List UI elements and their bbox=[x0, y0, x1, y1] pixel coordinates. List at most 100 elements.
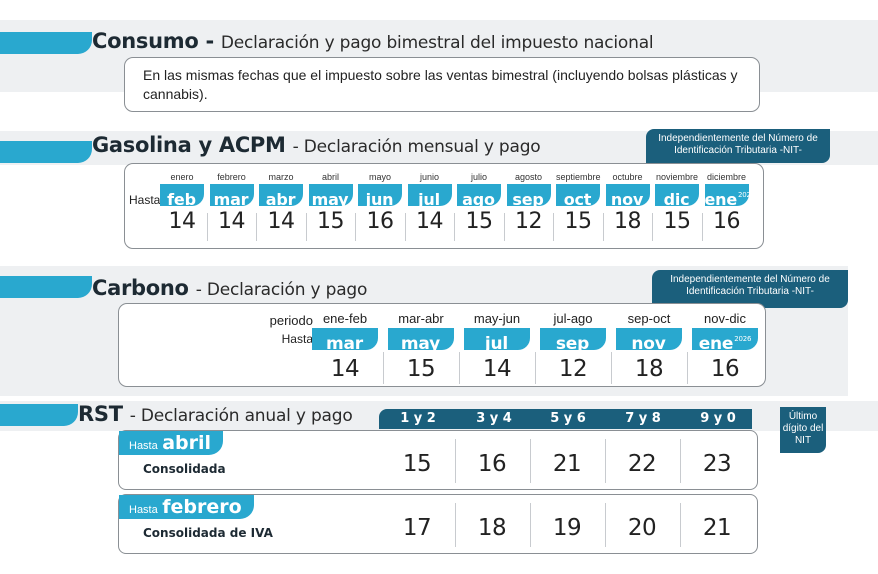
gasolina-column-divider bbox=[553, 213, 554, 241]
gasolina-column-divider bbox=[256, 213, 257, 241]
carbono-column-divider bbox=[459, 352, 460, 384]
gasolina-period-name: abril bbox=[321, 172, 339, 182]
gasolina-due-month: may bbox=[311, 190, 349, 209]
gasolina-month-6: julio ago 15 bbox=[457, 170, 501, 235]
carbono-due-month-badge: sep bbox=[540, 328, 606, 354]
gasolina-month-7: agosto sep 12 bbox=[506, 170, 551, 235]
gasolina-month-3: abril may 15 bbox=[308, 170, 353, 235]
carbono-due-month: ene bbox=[698, 334, 734, 354]
gasolina-subtitle: - Declaración mensual y pago bbox=[292, 137, 541, 157]
carbono-period-name: jul-ago bbox=[553, 311, 593, 326]
rst-digit-header: 1 y 2 3 y 4 5 y 6 7 y 8 9 y 0 bbox=[379, 409, 752, 429]
gasolina-column-divider bbox=[206, 213, 208, 241]
consumo-accent-bar bbox=[0, 32, 92, 54]
carbono-due-month: may bbox=[400, 334, 441, 354]
gasolina-period-name: enero bbox=[170, 172, 194, 182]
carbono-due-day: 12 bbox=[558, 356, 588, 382]
gasolina-hasta-label: Hasta bbox=[129, 193, 161, 207]
carbono-column-divider bbox=[611, 352, 612, 384]
gasolina-nit-note: Independientemente del Número de Identif… bbox=[646, 129, 830, 163]
gasolina-month-10: noviembre dic 15 bbox=[655, 170, 699, 235]
gasolina-period-name: febrero bbox=[217, 172, 246, 182]
rst-row-2-divider bbox=[680, 503, 681, 547]
gasolina-column-divider bbox=[404, 213, 406, 241]
carbono-due-month: mar bbox=[326, 334, 363, 354]
gasolina-period-name: agosto bbox=[514, 172, 543, 182]
gasolina-due-month-badge: feb bbox=[160, 184, 204, 209]
gasolina-due-day: 16 bbox=[713, 209, 741, 234]
gasolina-column-divider bbox=[602, 213, 604, 241]
carbono-period-name: may-jun bbox=[473, 311, 521, 326]
rst-row-2-divider bbox=[605, 503, 606, 547]
rst-heading: RST - Declaración anual y pago bbox=[78, 402, 353, 426]
rst-row-2-divider bbox=[455, 503, 456, 547]
carbono-due-year: 2026 bbox=[734, 335, 752, 343]
rst-row-consolidada-iva: Hasta febrero Consolidada de IVA 17 18 1… bbox=[118, 494, 758, 554]
gasolina-column-divider bbox=[454, 213, 455, 241]
carbono-period-name: ene-feb bbox=[322, 311, 368, 326]
carbono-column-divider bbox=[535, 352, 536, 384]
rst-row-1-divider bbox=[680, 439, 681, 483]
gasolina-month-4: mayo jun 16 bbox=[358, 170, 402, 235]
gasolina-due-day: 14 bbox=[416, 209, 444, 234]
gasolina-due-month: dic bbox=[663, 190, 690, 209]
gasolina-due-month: jul bbox=[418, 190, 440, 209]
gasolina-column-divider bbox=[701, 213, 703, 241]
carbono-column-divider bbox=[687, 352, 688, 384]
gasolina-period-name: mayo bbox=[368, 172, 391, 182]
gasolina-due-day: 15 bbox=[564, 209, 593, 234]
consumo-subtitle: Declaración y pago bimestral del impuest… bbox=[220, 33, 654, 53]
gasolina-due-month: ene bbox=[704, 190, 738, 209]
carbono-nit-note: Independientemente del Número de Identif… bbox=[652, 270, 848, 308]
gasolina-due-day: 14 bbox=[267, 209, 296, 234]
gasolina-column-divider bbox=[355, 213, 356, 241]
rst-digit-7-8: 7 y 8 bbox=[625, 411, 661, 426]
gasolina-period-name: noviembre bbox=[655, 172, 699, 182]
gasolina-due-day: 15 bbox=[663, 209, 692, 234]
gasolina-due-month-badge: jun bbox=[358, 184, 402, 209]
gasolina-due-month-badge: oct bbox=[556, 184, 600, 209]
gasolina-period-name: julio bbox=[470, 172, 487, 182]
carbono-period-2: may-jun jul 14 bbox=[464, 310, 530, 382]
gasolina-due-month-badge: may bbox=[308, 184, 353, 209]
gasolina-due-month: feb bbox=[167, 190, 196, 209]
carbono-period-name: nov-dic bbox=[704, 311, 746, 326]
gasolina-due-month-badge: ago bbox=[457, 184, 501, 209]
gasolina-month-9: octubre nov 18 bbox=[605, 170, 650, 235]
rst-digit-1-2: 1 y 2 bbox=[400, 411, 436, 426]
rst-row-1-value: 16 bbox=[477, 451, 507, 477]
carbono-due-month-badge: ene2026 bbox=[692, 328, 758, 354]
rst-title: RST bbox=[78, 402, 123, 426]
carbono-due-day: 15 bbox=[406, 356, 436, 382]
rst-row-2-deadline-tag: Hasta febrero bbox=[119, 495, 254, 519]
carbono-due-month-badge: nov bbox=[616, 328, 682, 354]
carbono-due-month-badge: mar bbox=[312, 328, 378, 354]
gasolina-due-month: abr bbox=[265, 190, 296, 209]
rst-row-1-divider bbox=[455, 439, 456, 483]
rst-row-2-value: 20 bbox=[627, 515, 657, 541]
rst-row-2-hasta: Hasta bbox=[129, 504, 158, 516]
carbono-due-month: jul bbox=[484, 334, 509, 354]
rst-row-1-value: 23 bbox=[702, 451, 732, 477]
carbono-period-4: sep-oct nov 18 bbox=[616, 310, 682, 382]
gasolina-month-2: marzo abr 14 bbox=[259, 170, 303, 235]
rst-row-1-hasta: Hasta bbox=[129, 440, 158, 452]
carbono-due-month: sep bbox=[555, 334, 590, 354]
rst-row-consolidada: Hasta abril Consolidada 15 16 21 22 23 bbox=[118, 430, 758, 490]
gasolina-heading: Gasolina y ACPM - Declaración mensual y … bbox=[92, 133, 541, 157]
carbono-subtitle: - Declaración y pago bbox=[195, 280, 368, 300]
gasolina-schedule-panel: Hasta bbox=[124, 163, 764, 249]
rst-row-1-value: 21 bbox=[552, 451, 582, 477]
gasolina-accent-bar bbox=[0, 141, 92, 163]
rst-row-2-value: 21 bbox=[702, 515, 732, 541]
carbono-accent-bar bbox=[0, 276, 92, 298]
carbono-due-day: 14 bbox=[482, 356, 512, 382]
carbono-periodo-label: periodo bbox=[269, 313, 313, 328]
gasolina-due-month-badge: abr bbox=[259, 184, 303, 209]
rst-row-1-divider bbox=[605, 439, 606, 483]
consumo-note-box: En las mismas fechas que el impuesto sob… bbox=[124, 57, 760, 112]
gasolina-due-day: 14 bbox=[218, 209, 246, 234]
carbono-due-day: 14 bbox=[330, 356, 360, 382]
rst-row-1-month: abril bbox=[162, 432, 212, 454]
rst-row-2-value: 17 bbox=[402, 515, 432, 541]
